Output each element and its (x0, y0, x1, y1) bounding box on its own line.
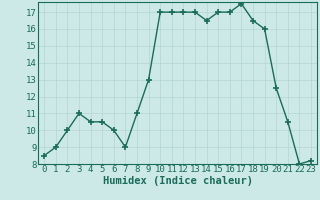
X-axis label: Humidex (Indice chaleur): Humidex (Indice chaleur) (103, 176, 252, 186)
